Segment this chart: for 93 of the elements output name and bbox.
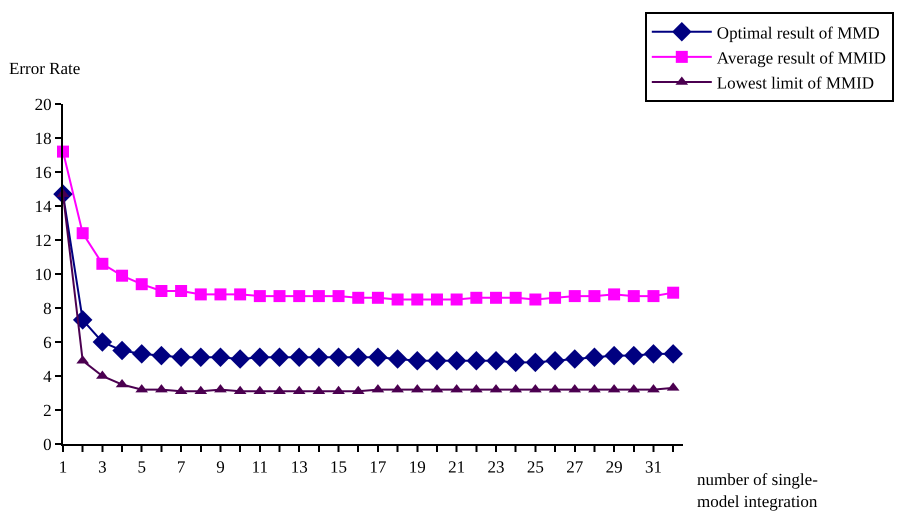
point xyxy=(132,344,152,364)
point xyxy=(250,348,270,368)
point xyxy=(470,292,482,304)
y-tick-label: 2 xyxy=(43,400,52,420)
x-tick-label: 3 xyxy=(98,457,107,476)
point xyxy=(116,270,128,282)
point xyxy=(309,348,329,368)
point xyxy=(348,348,368,368)
point xyxy=(667,286,680,299)
legend-label: Lowest limit of MMID xyxy=(716,74,874,93)
x-tick-label: 17 xyxy=(369,457,387,476)
x-tick-label: 23 xyxy=(488,457,505,476)
y-tick-label: 4 xyxy=(43,366,52,386)
y-tick-label: 0 xyxy=(43,434,52,454)
point xyxy=(604,346,624,366)
point xyxy=(234,288,246,300)
y-tick-label: 16 xyxy=(34,162,52,182)
x-tick-label: 25 xyxy=(526,457,544,476)
point xyxy=(328,348,348,368)
x-tick-label: 27 xyxy=(566,457,584,476)
y-tick-label: 12 xyxy=(34,230,52,250)
point xyxy=(450,294,463,306)
point xyxy=(446,350,466,370)
x-tick-label: 19 xyxy=(408,457,426,476)
point xyxy=(171,348,191,368)
point xyxy=(372,292,384,304)
x-tick-label: 15 xyxy=(330,457,348,476)
x-axis-title: number of single- model integration xyxy=(697,470,818,512)
x-tick-label: 1 xyxy=(58,457,68,476)
point xyxy=(175,285,188,297)
point xyxy=(608,288,620,300)
y-tick-label: 8 xyxy=(43,298,52,318)
y-tick-label: 6 xyxy=(43,332,52,352)
point xyxy=(647,290,660,302)
point xyxy=(411,294,424,306)
x-tick-label: 5 xyxy=(137,457,146,476)
point xyxy=(624,346,644,366)
x-tick-label: 21 xyxy=(448,457,466,476)
point xyxy=(112,340,132,360)
point xyxy=(332,290,345,302)
point xyxy=(490,292,502,304)
point xyxy=(545,350,565,370)
point xyxy=(352,292,364,304)
x-tick-label: 29 xyxy=(606,457,623,476)
point xyxy=(388,349,408,369)
point xyxy=(584,348,604,368)
point xyxy=(430,294,443,306)
point xyxy=(92,332,112,352)
point xyxy=(628,290,640,302)
y-tick-label: 20 xyxy=(34,94,52,114)
point xyxy=(274,290,286,302)
point xyxy=(270,348,290,368)
point xyxy=(466,350,486,370)
point xyxy=(506,352,526,372)
point xyxy=(76,227,89,240)
point xyxy=(289,348,309,368)
point xyxy=(254,290,266,302)
point xyxy=(526,352,546,372)
x-tick-label: 13 xyxy=(290,457,308,476)
point xyxy=(210,348,230,368)
point xyxy=(136,278,148,290)
y-axis-title: Error Rate xyxy=(9,59,80,78)
point xyxy=(96,258,108,270)
y-tick-label: 10 xyxy=(34,264,52,284)
point xyxy=(510,292,522,304)
y-tick-label: 18 xyxy=(34,128,52,148)
x-tick-label: 11 xyxy=(252,457,268,476)
x-tick-label: 31 xyxy=(644,457,662,476)
point xyxy=(155,285,168,297)
point xyxy=(230,349,250,369)
point xyxy=(194,288,207,300)
point xyxy=(486,350,506,370)
point xyxy=(191,348,211,368)
y-tick-label: 14 xyxy=(34,196,52,216)
point xyxy=(565,349,584,369)
point xyxy=(663,344,683,364)
point xyxy=(408,350,428,370)
point xyxy=(392,294,404,306)
x-tick-label: 9 xyxy=(216,457,225,476)
point xyxy=(568,290,581,302)
point xyxy=(588,290,600,302)
point xyxy=(152,346,172,366)
point xyxy=(214,288,226,300)
point xyxy=(644,344,664,364)
x-tick-label: 7 xyxy=(176,457,186,476)
point xyxy=(368,348,388,368)
legend-label: Optimal result of MMD xyxy=(716,23,880,42)
legend-label: Average result of MMID xyxy=(716,48,886,68)
point xyxy=(427,350,447,370)
point xyxy=(549,292,562,304)
point xyxy=(529,294,542,306)
point xyxy=(293,290,306,302)
point xyxy=(312,290,325,302)
